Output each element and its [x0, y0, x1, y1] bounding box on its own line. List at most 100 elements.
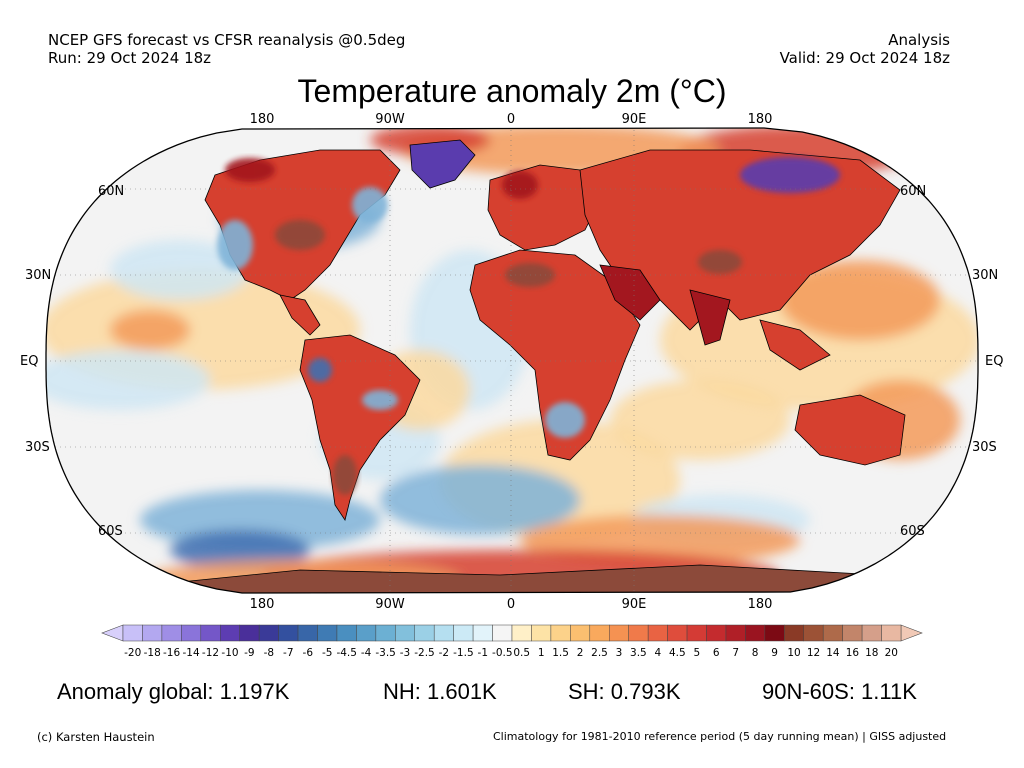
- run-time: Run: 29 Oct 2024 18z: [48, 49, 212, 67]
- anomaly-patch-alaska-warm: [225, 158, 275, 182]
- colorbar-tick: 14: [826, 647, 840, 659]
- continent-australia: [794, 394, 906, 466]
- lon-label-top-180e: 180: [747, 112, 773, 127]
- anomaly-patch-siberia-cold: [740, 157, 840, 193]
- colorbar-tick: 2.5: [591, 647, 608, 659]
- lat-label-right-eq: EQ: [985, 354, 1004, 369]
- colorbar-tick: -0.5: [492, 647, 513, 659]
- lon-label-bottom-180e: 180: [747, 597, 773, 612]
- continent-africa: [469, 249, 641, 461]
- anomaly-patch-tibet-extreme: [698, 250, 742, 274]
- lat-label-right-30s: 30S: [972, 440, 997, 455]
- map-title: Temperature anomaly 2m (°C): [297, 73, 727, 109]
- lon-label-top-90w: 90W: [375, 112, 405, 127]
- colorbar-tick: -2: [438, 647, 450, 659]
- colorbar-swatch: [453, 624, 474, 642]
- colorbar-swatch: [220, 624, 240, 642]
- analysis-label: Analysis: [888, 31, 950, 49]
- anomaly-patch-patagonia-extreme: [333, 455, 357, 495]
- stat-sh: SH: 0.793K: [568, 679, 681, 704]
- colorbar-over-arrow: [900, 624, 923, 642]
- colorbar-swatch: [667, 624, 688, 642]
- colorbar-tick: -16: [163, 647, 181, 659]
- colorbar-swatch: [492, 624, 513, 642]
- colorbar-swatch: [647, 624, 668, 642]
- continent-india: [689, 289, 731, 346]
- colorbar-swatch: [570, 624, 591, 642]
- colorbar-tick: -12: [201, 647, 220, 659]
- lon-label-top-90e: 90E: [621, 112, 647, 127]
- anomaly-blob: [110, 310, 190, 350]
- colorbar-tick: -18: [143, 647, 161, 659]
- continent-antarctica: [139, 564, 901, 593]
- colorbar-swatch: [181, 624, 202, 642]
- lat-label-left-30s: 30S: [25, 440, 50, 455]
- stat-global: Anomaly global: 1.197K: [57, 679, 290, 704]
- map-border: [45, 127, 979, 594]
- anomaly-field: [46, 128, 978, 593]
- colorbar-tick: -4: [360, 647, 372, 659]
- colorbar-tick: 4: [654, 647, 662, 659]
- anomaly-blob: [170, 530, 310, 570]
- colorbar-swatch: [278, 624, 299, 642]
- colorbar-swatch: [842, 624, 863, 642]
- colorbar-swatch: [317, 624, 338, 642]
- continent-central-america: [279, 294, 321, 336]
- anomaly-blob: [610, 380, 790, 460]
- colorbar-tick: 3: [615, 647, 623, 659]
- colorbar-tick: 12: [806, 647, 821, 659]
- anomaly-patch-us-cool: [217, 220, 253, 270]
- colorbar-swatch: [550, 624, 571, 642]
- continent-greenland: [409, 139, 476, 189]
- colorbar-tick: 18: [865, 647, 879, 659]
- colorbar-swatch: [745, 624, 766, 642]
- lon-label-bottom-90e: 90E: [621, 597, 647, 612]
- colorbar-tick: 4.5: [668, 647, 686, 659]
- colorbar-tick: 20: [884, 647, 898, 659]
- colorbar-tick: 9: [771, 647, 778, 659]
- colorbar: [101, 624, 923, 642]
- lon-label-top-0: 0: [506, 112, 516, 127]
- colorbar-swatch: [803, 624, 824, 642]
- continent-south-america: [299, 334, 421, 521]
- anomaly-patch-southern-africa-cool: [545, 402, 585, 438]
- anomaly-patch-brazil-cool: [362, 390, 398, 410]
- colorbar-swatch: [725, 624, 746, 642]
- credit: (c) Karsten Haustein: [37, 730, 155, 744]
- colorbar-swatch: [375, 624, 396, 642]
- colorbar-tick: 10: [787, 647, 801, 659]
- lon-label-bottom-0: 0: [506, 597, 516, 612]
- colorbar-swatch: [395, 624, 415, 642]
- colorbar-tick-labels: -20 -18 -16 -14 -12 -10 -9 -8 -7 -6 -5 -4.5 -4 -3.5 -3…: [0, 647, 1024, 661]
- colorbar-tick: -10: [221, 647, 239, 659]
- colorbar-swatch: [161, 624, 182, 642]
- colorbar-tick: 8: [751, 647, 759, 659]
- stat-nh: NH: 1.601K: [383, 679, 497, 704]
- anomaly-blob: [46, 350, 210, 410]
- colorbar-swatch: [336, 624, 357, 642]
- colorbar-tick: -20: [124, 647, 142, 659]
- anomaly-patch-amazon-cold: [308, 358, 332, 382]
- colorbar-swatch: [142, 624, 163, 642]
- colorbar-swatch: [414, 624, 435, 642]
- colorbar-under-arrow: [101, 624, 124, 642]
- colorbar-swatch: [122, 624, 143, 642]
- colorbar-tick: -9: [244, 647, 255, 659]
- colorbar-tick: 16: [845, 647, 860, 659]
- colorbar-swatch: [628, 624, 649, 642]
- colorbar-swatch: [356, 624, 377, 642]
- colorbar-swatch: [200, 624, 221, 642]
- colorbar-swatch: [589, 624, 610, 642]
- colorbar-tick: -5: [321, 647, 333, 659]
- continents: [139, 139, 906, 593]
- colorbar-swatch: [609, 624, 629, 642]
- colorbar-tick: 1: [537, 647, 545, 659]
- colorbar-swatch: [686, 624, 707, 642]
- colorbar-swatch: [881, 624, 902, 642]
- colorbar-swatch: [861, 624, 882, 642]
- colorbar-tick: -4.5: [336, 647, 357, 659]
- lat-label-left-30n: 30N: [25, 268, 52, 283]
- colorbar-tick: -2.5: [414, 647, 435, 659]
- colorbar-swatch: [511, 624, 532, 642]
- lon-label-top-180w: 180: [249, 112, 275, 127]
